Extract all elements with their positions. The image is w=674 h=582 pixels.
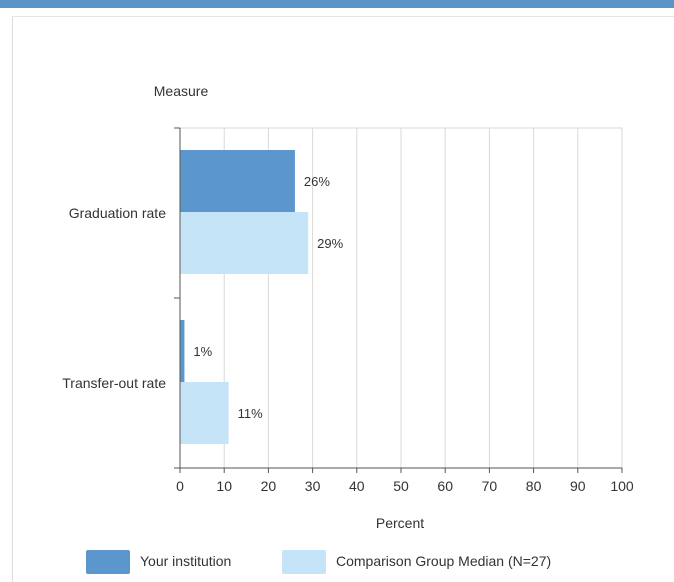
legend-swatch-your-institution[interactable] xyxy=(86,550,130,574)
x-tick-label: 30 xyxy=(305,478,321,494)
y-axis-title: Measure xyxy=(154,83,209,99)
x-tick-label: 0 xyxy=(176,478,184,494)
x-tick-label: 80 xyxy=(526,478,542,494)
legend-label-your-institution[interactable]: Your institution xyxy=(140,553,231,569)
header-accent-bar xyxy=(0,0,674,8)
legend-label-comparison-median[interactable]: Comparison Group Median (N=27) xyxy=(336,553,551,569)
bar[interactable] xyxy=(180,320,185,382)
x-tick-label: 50 xyxy=(393,478,409,494)
x-tick-label: 10 xyxy=(216,478,232,494)
bar[interactable] xyxy=(180,212,309,274)
bar-data-label: 29% xyxy=(317,236,343,251)
y-category-label: Transfer-out rate xyxy=(62,375,166,391)
x-tick-label: 70 xyxy=(482,478,498,494)
bars: 26% 29% 1% 11% xyxy=(180,150,344,444)
legend: Your institution Comparison Group Median… xyxy=(86,550,551,574)
x-tick-label: 40 xyxy=(349,478,365,494)
y-category-label: Graduation rate xyxy=(69,205,166,221)
x-tick-label: 100 xyxy=(610,478,634,494)
bar[interactable] xyxy=(180,382,229,444)
bar[interactable] xyxy=(180,150,295,212)
bar-data-label: 26% xyxy=(304,174,330,189)
x-tick-label: 20 xyxy=(261,478,277,494)
x-tick-label: 60 xyxy=(437,478,453,494)
bar-data-label: 1% xyxy=(193,344,212,359)
legend-swatch-comparison-median[interactable] xyxy=(282,550,326,574)
x-axis-title: Percent xyxy=(376,515,424,531)
axes: 0 10 20 30 40 50 60 70 80 90 100 Graduation rate Tra… xyxy=(62,127,634,494)
x-tick-label: 90 xyxy=(570,478,586,494)
bar-data-label: 11% xyxy=(238,406,263,421)
